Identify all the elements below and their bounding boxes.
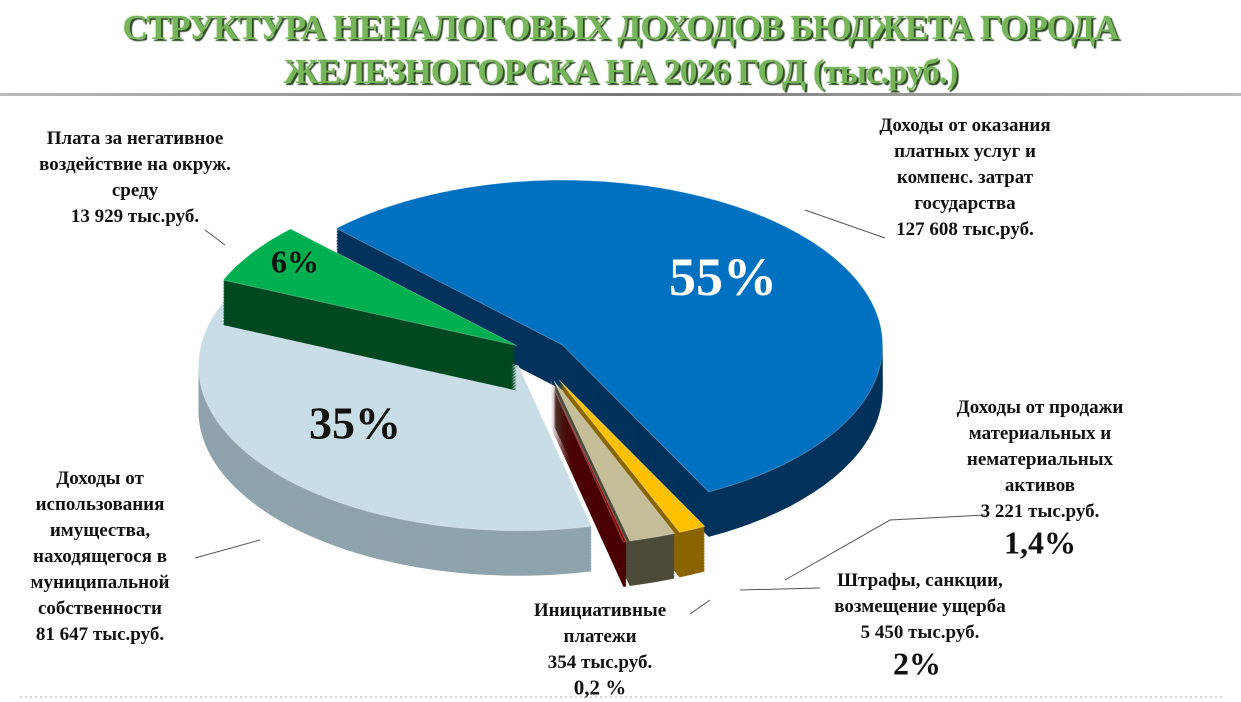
leader [194,539,261,559]
share-label: 0,2 % [573,675,627,700]
value-label: 13 929 тыс.руб. [70,206,200,227]
share-label: 2% [893,645,941,682]
leader [204,229,226,246]
share-label: 55% [669,247,777,307]
slice [335,179,884,537]
category-label: Доходы от продажи материальных и нематер… [956,397,1124,496]
slice [198,299,593,576]
leader [689,599,711,615]
value-label: 354 тыс.руб. [547,652,653,673]
category-label: Доходы от оказания платных услуг и компе… [879,115,1051,214]
value-label: 5 450 тыс.руб. [860,622,980,643]
category-label: Штрафы, санкции, возмещение ущерба [834,570,1006,617]
slice-top [222,228,518,347]
slice-top [335,179,884,493]
value-label: 127 608 тыс.руб. [896,219,1034,240]
share-label: 1,4% [1004,524,1076,561]
leader [804,209,886,239]
category-label: Инициативные платежи [533,600,667,647]
share-label: 35% [309,397,401,449]
slice-top [198,299,593,532]
value-label: 81 647 тыс.руб. [35,624,165,645]
chart-title: СТРУКТУРА НЕНАЛОГОВЫХ ДОХОДОВ БЮДЖЕТА ГО… [122,8,1119,91]
share-label: 6% [271,243,319,280]
category-label: Плата за негативное воздействие на окруж… [39,128,231,201]
slice-top [558,379,706,533]
leader [739,587,821,591]
leader-lines [194,209,986,615]
slice-top [550,381,628,543]
value-label: 3 221 тыс.руб. [980,501,1100,522]
slice [222,228,518,391]
leader [784,514,986,581]
header-rule [0,93,1241,96]
slice-top [553,380,676,542]
category-label: Доходы от использования имущества, наход… [30,468,170,619]
slice [550,381,628,587]
